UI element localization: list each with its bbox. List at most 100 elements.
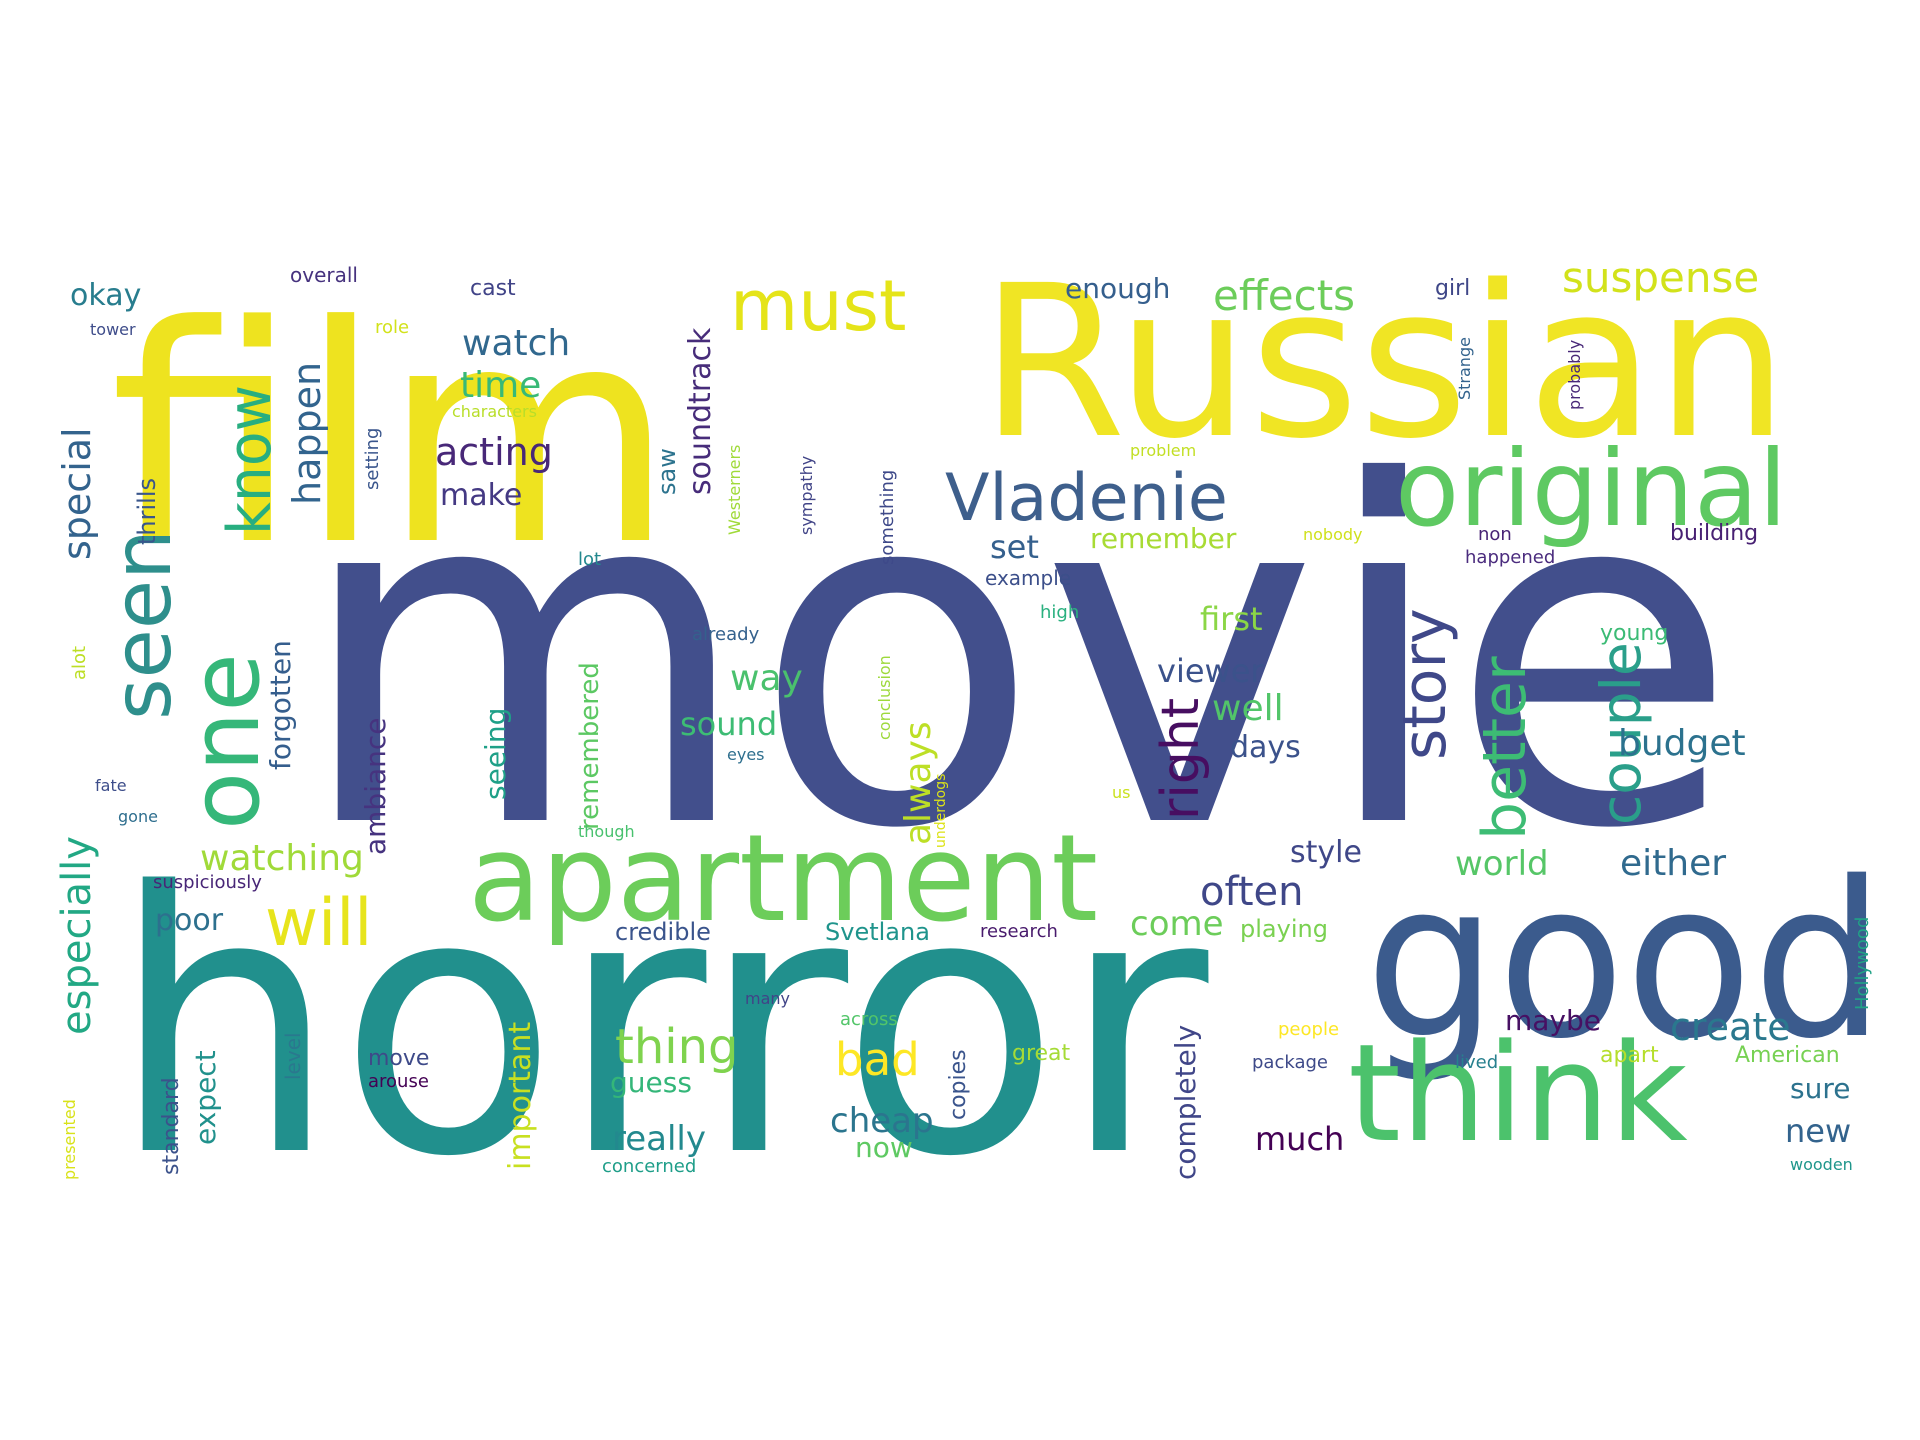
- word-original: original: [1395, 428, 1787, 550]
- word-conclusion: conclusion: [875, 655, 894, 740]
- word-story: story: [1390, 608, 1460, 760]
- word-budget: budget: [1618, 723, 1746, 764]
- word-move: move: [368, 1046, 429, 1071]
- word-gone: gone: [118, 807, 158, 826]
- word-seeing: seeing: [479, 708, 512, 800]
- word-viewer: viewer: [1157, 652, 1264, 690]
- word-expect: expect: [189, 1050, 222, 1145]
- word-strange: Strange: [1455, 337, 1474, 400]
- word-overall: overall: [290, 263, 358, 287]
- word-make: make: [440, 478, 522, 513]
- word-presented: presented: [60, 1099, 79, 1180]
- word-hollywood: Hollywood: [1852, 917, 1873, 1010]
- word-westerners: Westerners: [725, 445, 744, 535]
- word-will: will: [265, 886, 372, 961]
- word-watching: watching: [200, 838, 364, 879]
- word-example: example: [985, 566, 1071, 590]
- word-world: world: [1455, 844, 1549, 884]
- word-horror: horror: [110, 816, 1212, 1235]
- word-american: American: [1735, 1043, 1840, 1068]
- word-setting: setting: [362, 428, 383, 490]
- word-playing: playing: [1240, 915, 1328, 943]
- word-one: one: [171, 653, 281, 830]
- word-completely: completely: [1169, 1025, 1202, 1180]
- word-wooden: wooden: [1790, 1155, 1853, 1174]
- word-probably: probably: [1565, 340, 1584, 410]
- word-guess: guess: [610, 1066, 692, 1099]
- word-right: right: [1151, 698, 1211, 820]
- word-standard: standard: [159, 1077, 184, 1175]
- word-people: people: [1278, 1019, 1339, 1040]
- word-either: either: [1620, 843, 1726, 884]
- word-saw: saw: [653, 448, 681, 495]
- word-create: create: [1670, 1005, 1791, 1049]
- word-remembered: remembered: [575, 662, 605, 830]
- word-well: well: [1212, 688, 1284, 729]
- word-always: always: [898, 721, 939, 845]
- word-great: great: [1012, 1041, 1071, 1066]
- word-lived: lived: [1455, 1052, 1498, 1073]
- word-couple: couple: [1589, 642, 1653, 825]
- word-maybe: maybe: [1505, 1004, 1601, 1037]
- word-bad: bad: [835, 1033, 920, 1086]
- word-young: young: [1600, 621, 1668, 646]
- word-vladenie: Vladenie: [945, 461, 1228, 536]
- word-problem: problem: [1130, 441, 1196, 460]
- word-something: something: [877, 470, 898, 565]
- word-alot: alot: [69, 646, 90, 680]
- word-many: many: [745, 989, 790, 1008]
- word-credible: credible: [615, 918, 711, 946]
- word-apart: apart: [1600, 1043, 1659, 1068]
- word-suspense: suspense: [1562, 253, 1759, 302]
- word-way: way: [730, 658, 803, 699]
- word-already: already: [692, 624, 760, 645]
- word-special: special: [55, 427, 99, 560]
- word-must: must: [730, 265, 906, 347]
- word-thrills: thrills: [133, 478, 161, 545]
- word-copies: copies: [946, 1049, 971, 1120]
- word-remember: remember: [1090, 522, 1237, 555]
- word-underdogs: underdogs: [933, 774, 949, 848]
- word-often: often: [1200, 869, 1304, 915]
- word-new: new: [1785, 1112, 1851, 1150]
- word-film: film: [110, 262, 675, 611]
- word-especially: especially: [54, 836, 100, 1035]
- word-happened: happened: [1465, 547, 1555, 568]
- word-us: us: [1112, 783, 1130, 802]
- word-characters: characters: [452, 402, 537, 421]
- word-forgotten: forgotten: [264, 640, 297, 770]
- word-effects: effects: [1213, 271, 1355, 320]
- word-apartment: apartment: [468, 810, 1098, 949]
- word-eyes: eyes: [727, 745, 765, 764]
- word-much: much: [1255, 1120, 1344, 1158]
- word-though: though: [578, 822, 635, 841]
- word-concerned: concerned: [602, 1156, 696, 1177]
- word-acting: acting: [435, 430, 553, 474]
- word-important: important: [503, 1022, 538, 1170]
- word-arouse: arouse: [368, 1071, 429, 1092]
- word-think: think: [1348, 1015, 1688, 1172]
- word-ambiance: ambiance: [359, 717, 392, 855]
- word-now: now: [855, 1131, 913, 1164]
- word-sound: sound: [680, 705, 777, 743]
- word-sure: sure: [1790, 1072, 1850, 1105]
- word-cast: cast: [470, 276, 516, 301]
- word-level: level: [281, 1032, 305, 1080]
- word-enough: enough: [1065, 272, 1170, 305]
- word-across: across: [840, 1009, 898, 1030]
- word-russian: Russian: [980, 240, 1789, 485]
- word-watch: watch: [462, 323, 570, 364]
- word-suspiciously: suspiciously: [153, 872, 262, 893]
- word-movie: movie: [295, 384, 1738, 931]
- word-know: know: [215, 385, 285, 535]
- word-okay: okay: [70, 278, 141, 313]
- word-svetlana: Svetlana: [825, 918, 930, 946]
- word-happen: happen: [285, 362, 329, 505]
- word-good: good: [1365, 835, 1885, 1086]
- word-set: set: [990, 528, 1039, 566]
- word-soundtrack: soundtrack: [683, 327, 718, 495]
- word-poor: poor: [155, 903, 224, 938]
- word-research: research: [980, 921, 1058, 942]
- word-thing: thing: [615, 1019, 738, 1075]
